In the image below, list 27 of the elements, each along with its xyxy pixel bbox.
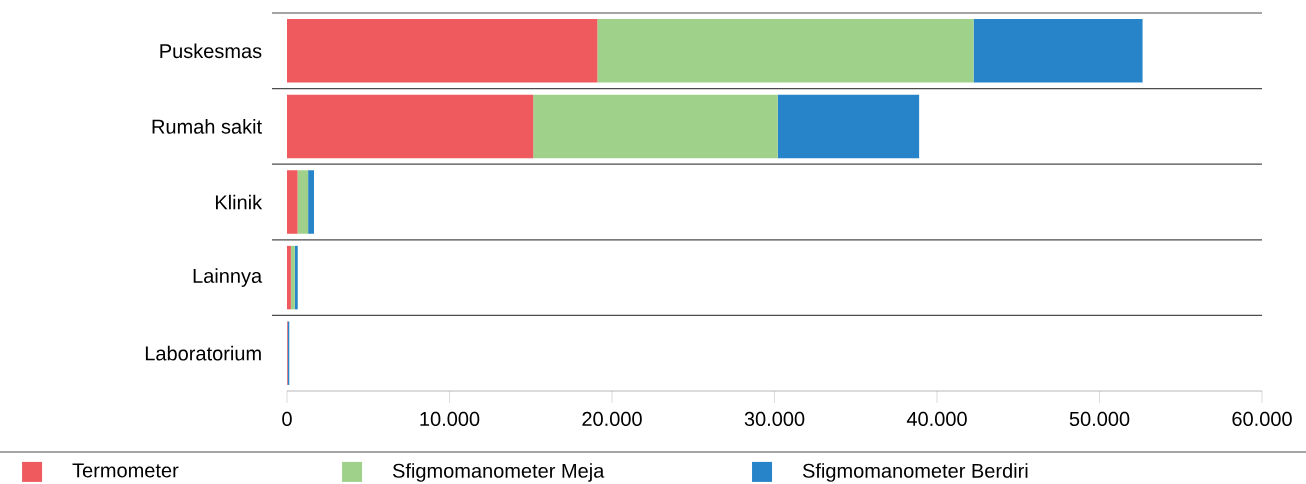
- x-tick-label: 0: [282, 411, 292, 427]
- bar: [777, 94, 920, 159]
- bar: [294, 245, 298, 310]
- x-tick-label: 10.000: [420, 411, 480, 427]
- bar: [287, 245, 291, 310]
- x-tick-label: 20.000: [582, 411, 642, 427]
- x-tick-label: 30.000: [744, 411, 805, 427]
- x-tick-label: 40.000: [906, 411, 967, 427]
- bar: [287, 170, 298, 234]
- bar: [287, 19, 598, 83]
- y-tick-label: Laboratorium: [145, 345, 261, 361]
- bar: [308, 170, 314, 234]
- bar: [533, 94, 778, 159]
- y-tick-label: Lainnya: [193, 268, 263, 287]
- bar: [597, 19, 974, 83]
- x-tick-label: 50.000: [1069, 411, 1130, 427]
- legend-label: Sfigmomanometer Berdiri: [802, 463, 1028, 482]
- legend-label: Termometer: [72, 463, 179, 478]
- bar: [287, 94, 534, 159]
- bar: [290, 245, 295, 310]
- y-tick-label: Rumah sakit: [152, 119, 262, 134]
- bar: [297, 170, 309, 234]
- x-tick-label: 60.000: [1232, 411, 1292, 427]
- bar: [973, 19, 1143, 83]
- legend-label: Sfigmomanometer Meja: [392, 463, 605, 482]
- y-tick-label: Puskesmas: [160, 43, 262, 59]
- y-tick-label: Klinik: [215, 194, 263, 210]
